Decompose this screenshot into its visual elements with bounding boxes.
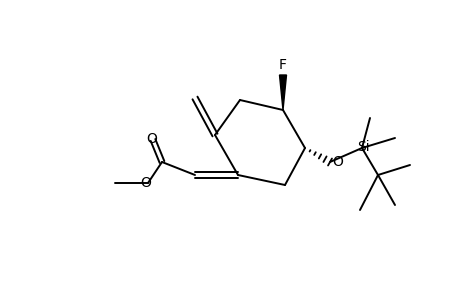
Text: O: O: [146, 132, 157, 146]
Text: Si: Si: [356, 140, 369, 154]
Text: O: O: [332, 155, 343, 169]
Polygon shape: [279, 75, 286, 110]
Text: O: O: [140, 176, 151, 190]
Text: F: F: [279, 58, 286, 72]
